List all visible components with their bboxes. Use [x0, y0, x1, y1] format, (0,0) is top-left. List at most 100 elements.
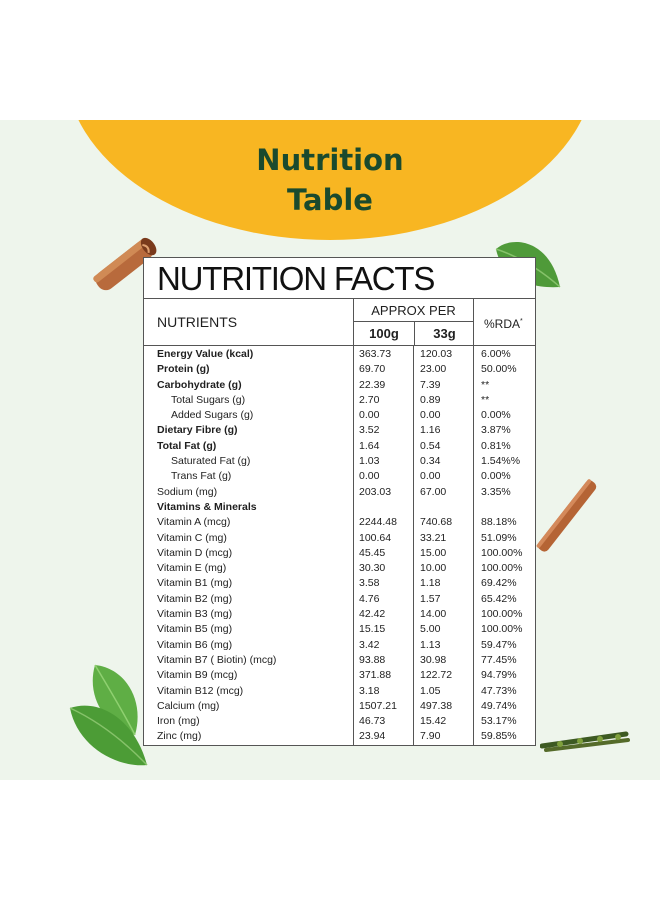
value-100g: 3.52	[359, 424, 380, 437]
heading-line-2: Table	[287, 183, 373, 217]
table-row: Vitamin D (mcg) 45.45 15.00 100.00%	[144, 546, 535, 561]
nutrient-name: Trans Fat (g)	[171, 470, 232, 483]
column-divider	[473, 346, 474, 746]
header-approx-group: APPROX PER 100g 33g	[353, 299, 473, 345]
table-row: Dietary Fibre (g) 3.52 1.16 3.87%	[144, 423, 535, 438]
value-100g: 2.70	[359, 393, 380, 406]
column-divider	[413, 346, 414, 746]
nutrient-name: Vitamin C (mg)	[157, 531, 227, 544]
page-heading: Nutrition Table	[0, 140, 660, 220]
table-row: Vitamin B9 (mcg) 371.88 122.72 94.79%	[144, 668, 535, 683]
nutrition-facts-table: NUTRITION FACTS NUTRIENTS APPROX PER 100…	[143, 257, 536, 746]
value-100g: 100.64	[359, 531, 392, 544]
table-row: Vitamin B5 (mg) 15.15 5.00 100.00%	[144, 622, 535, 637]
value-33g: 67.00	[420, 485, 447, 498]
moringa-twig-icon	[540, 731, 630, 752]
nutrient-name: Total Fat (g)	[157, 439, 217, 452]
table-row: Calcium (mg) 1507.21 497.38 49.74%	[144, 699, 535, 714]
nutrient-name: Total Sugars (g)	[171, 393, 246, 406]
nutrient-name: Vitamin B6 (mg)	[157, 638, 233, 651]
value-33g: 1.13	[420, 638, 441, 651]
header-rda-mark: *	[520, 318, 523, 325]
value-rda: 3.87%	[481, 424, 511, 437]
nutrient-name: Added Sugars (g)	[171, 409, 254, 422]
value-33g: 33.21	[420, 531, 447, 544]
value-rda: **	[481, 378, 490, 391]
facts-title: NUTRITION FACTS	[144, 258, 535, 299]
value-rda: 0.00%	[481, 409, 511, 422]
value-100g: 3.18	[359, 684, 380, 697]
value-rda: 94.79%	[481, 669, 517, 682]
value-100g: 46.73	[359, 715, 386, 728]
header-rda-label: %RDA	[484, 317, 521, 331]
value-33g: 14.00	[420, 608, 447, 621]
value-100g: 1507.21	[359, 699, 397, 712]
header-approx-per: APPROX PER	[354, 299, 473, 322]
nutrient-name: Vitamin E (mg)	[157, 562, 227, 575]
value-100g: 23.94	[359, 730, 386, 743]
value-rda: 88.18%	[481, 516, 517, 529]
value-33g: 5.00	[420, 623, 441, 636]
value-33g: 15.42	[420, 715, 447, 728]
value-33g: 740.68	[420, 516, 453, 529]
value-33g: 120.03	[420, 348, 453, 360]
value-33g: 7.39	[420, 378, 441, 391]
value-rda: 100.00%	[481, 608, 523, 621]
value-100g: 3.58	[359, 577, 380, 590]
nutrient-name: Vitamin B1 (mg)	[157, 577, 233, 590]
table-row: Total Sugars (g) 2.70 0.89 **	[144, 393, 535, 408]
value-rda: 100.00%	[481, 562, 523, 575]
table-row: Trans Fat (g) 0.00 0.00 0.00%	[144, 469, 535, 484]
value-33g: 23.00	[420, 363, 447, 376]
table-row: Total Fat (g) 1.64 0.54 0.81%	[144, 439, 535, 454]
tulsi-leaf-icon	[69, 664, 148, 766]
value-100g: 69.70	[359, 363, 386, 376]
value-rda: 69.42%	[481, 577, 517, 590]
table-row: Vitamin B3 (mg) 42.42 14.00 100.00%	[144, 607, 535, 622]
value-33g: 7.90	[420, 730, 441, 743]
value-33g: 0.54	[420, 439, 441, 452]
value-100g: 363.73	[359, 348, 392, 360]
header-100g: 100g	[369, 326, 399, 341]
nutrient-name: Vitamin B3 (mg)	[157, 608, 233, 621]
value-33g: 0.00	[420, 470, 441, 483]
value-rda: 6.00%	[481, 348, 511, 360]
table-row: Vitamins & Minerals	[144, 500, 535, 515]
table-row: Saturated Fat (g) 1.03 0.34 1.54%%	[144, 454, 535, 469]
nutrient-name: Calcium (mg)	[157, 699, 220, 712]
value-rda: 65.42%	[481, 592, 517, 605]
value-100g: 93.88	[359, 653, 386, 666]
value-33g: 497.38	[420, 699, 453, 712]
header-33g: 33g	[414, 322, 474, 345]
nutrient-name: Vitamin B9 (mcg)	[157, 669, 238, 682]
table-header: NUTRIENTS APPROX PER 100g 33g %RDA*	[144, 299, 535, 346]
value-rda: 0.81%	[481, 439, 511, 452]
cinnamon-stick-icon	[93, 237, 157, 291]
value-rda: 100.00%	[481, 623, 523, 636]
value-33g: 30.98	[420, 653, 447, 666]
nutrient-name: Vitamin D (mcg)	[157, 546, 233, 559]
value-rda: 59.85%	[481, 730, 517, 743]
value-100g: 1.64	[359, 439, 380, 452]
value-33g: 0.89	[420, 393, 441, 406]
nutrient-name: Sodium (mg)	[157, 485, 218, 498]
value-100g: 22.39	[359, 378, 386, 391]
section-label: Vitamins & Minerals	[157, 500, 257, 513]
value-100g: 0.00	[359, 470, 380, 483]
table-row: Vitamin B1 (mg) 3.58 1.18 69.42%	[144, 576, 535, 591]
value-rda: 0.00%	[481, 470, 511, 483]
table-row: Zinc (mg) 23.94 7.90 59.85%	[144, 729, 535, 744]
value-33g: 15.00	[420, 546, 447, 559]
table-row: Protein (g) 69.70 23.00 50.00%	[144, 362, 535, 377]
table-row: Vitamin B2 (mg) 4.76 1.57 65.42%	[144, 592, 535, 607]
value-33g: 0.00	[420, 409, 441, 422]
nutrient-name: Carbohydrate (g)	[157, 378, 242, 391]
value-100g: 2244.48	[359, 516, 397, 529]
value-rda: 1.54%%	[481, 455, 521, 468]
nutrient-name: Zinc (mg)	[157, 730, 202, 743]
value-33g: 1.05	[420, 684, 441, 697]
nutrient-name: Protein (g)	[157, 363, 210, 376]
value-rda: 53.17%	[481, 715, 517, 728]
nutrient-name: Saturated Fat (g)	[171, 455, 251, 468]
table-row: Vitamin C (mg) 100.64 33.21 51.09%	[144, 531, 535, 546]
